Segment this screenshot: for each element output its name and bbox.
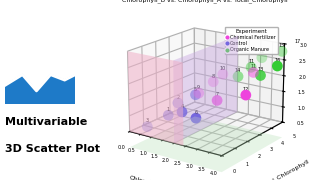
Polygon shape <box>5 75 75 104</box>
Y-axis label: Total_Chlorophyll: Total_Chlorophyll <box>261 158 311 180</box>
Legend: Chemical Fertilizer, Control, Organic Manure: Chemical Fertilizer, Control, Organic Ma… <box>225 27 277 54</box>
Text: 3D Scatter Plot: 3D Scatter Plot <box>5 144 100 154</box>
Title: Chlorophyll_B vs. Chlorophyll_A vs. Total_Chlorophyll: Chlorophyll_B vs. Chlorophyll_A vs. Tota… <box>122 0 288 3</box>
Text: Multivariable: Multivariable <box>5 117 87 127</box>
X-axis label: Chlorophyll_A: Chlorophyll_A <box>129 175 172 180</box>
